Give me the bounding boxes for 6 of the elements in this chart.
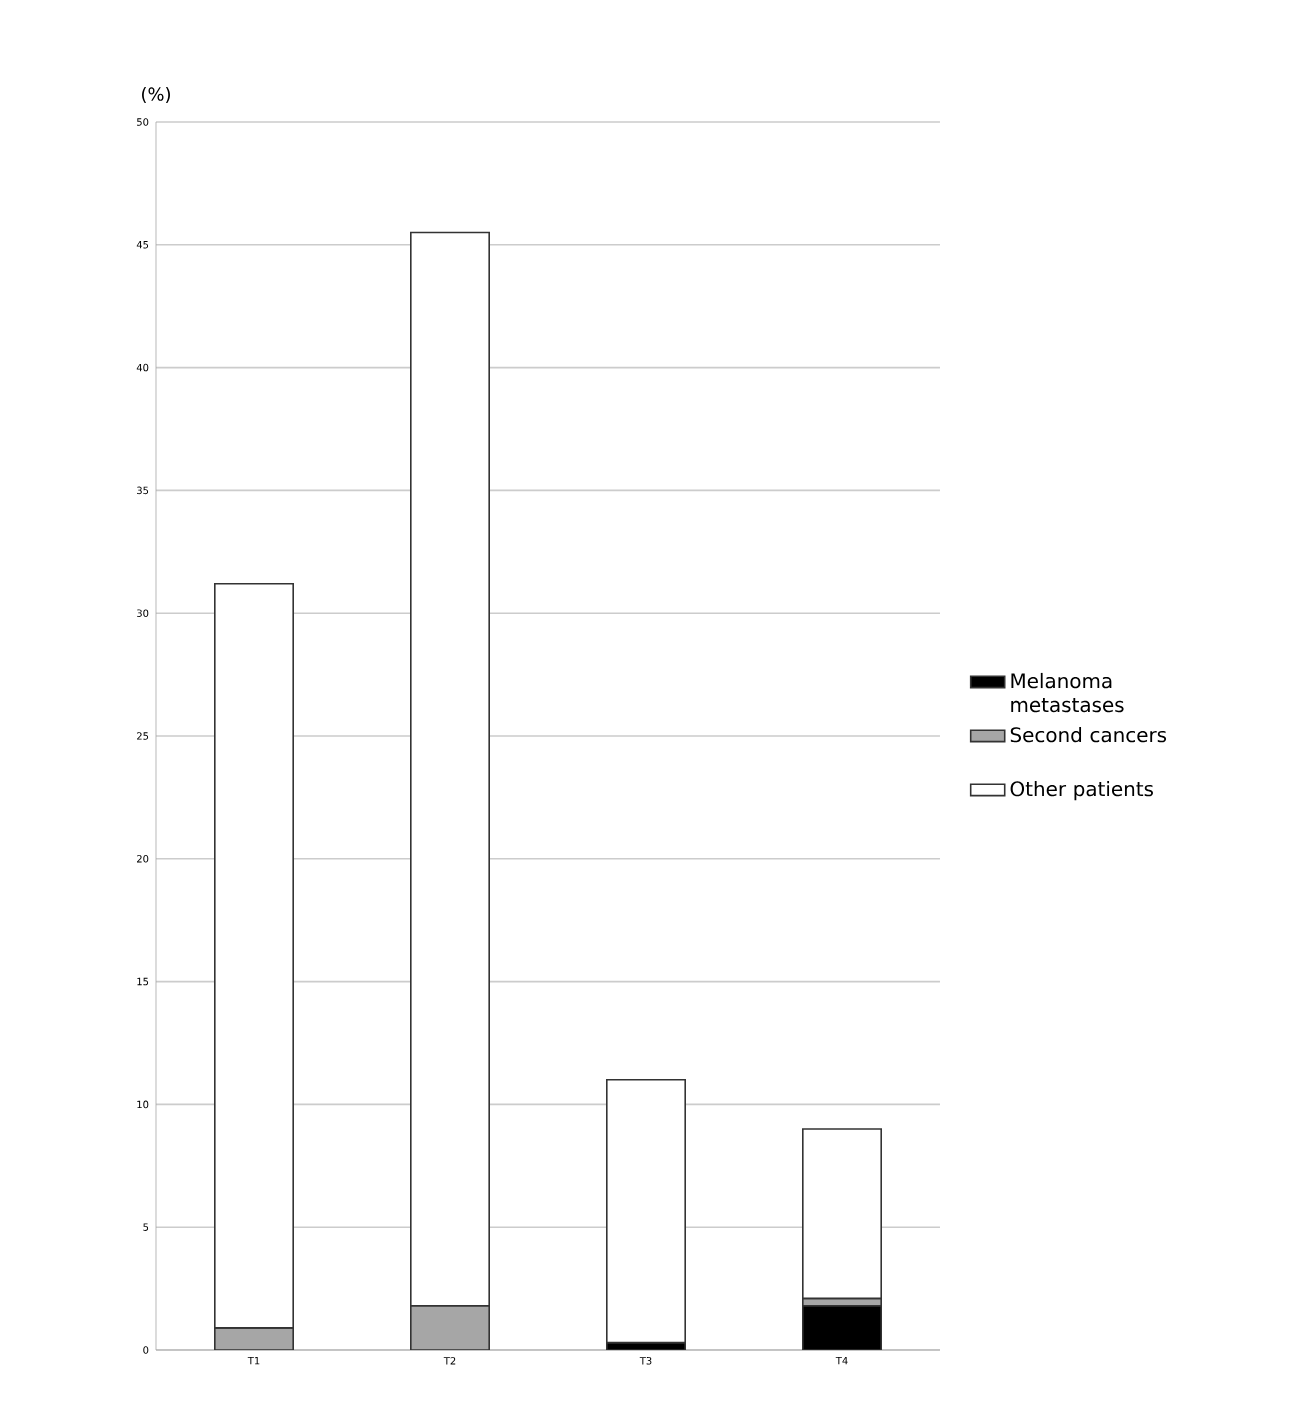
bar bbox=[802, 1128, 882, 1300]
legend-label: Second cancers bbox=[1010, 726, 1167, 743]
bar bbox=[606, 1079, 687, 1344]
legend-label: Melanoma metastases bbox=[1011, 672, 1124, 713]
y-axis-title: (%) bbox=[142, 87, 170, 103]
legend-label: Other patients bbox=[1010, 780, 1154, 801]
